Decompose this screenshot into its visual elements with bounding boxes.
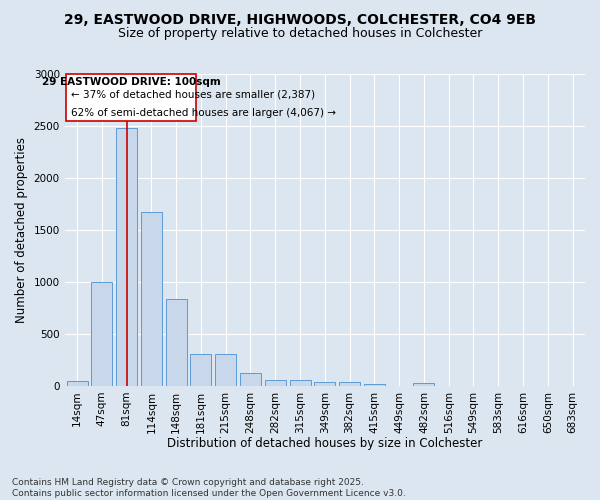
Bar bbox=[91, 282, 112, 386]
Bar bbox=[240, 374, 261, 386]
Text: Size of property relative to detached houses in Colchester: Size of property relative to detached ho… bbox=[118, 28, 482, 40]
Bar bbox=[314, 382, 335, 386]
Bar bbox=[190, 354, 211, 386]
Text: 29, EASTWOOD DRIVE, HIGHWOODS, COLCHESTER, CO4 9EB: 29, EASTWOOD DRIVE, HIGHWOODS, COLCHESTE… bbox=[64, 12, 536, 26]
Bar bbox=[141, 212, 162, 386]
Text: 62% of semi-detached houses are larger (4,067) →: 62% of semi-detached houses are larger (… bbox=[71, 108, 336, 118]
Text: Contains HM Land Registry data © Crown copyright and database right 2025.
Contai: Contains HM Land Registry data © Crown c… bbox=[12, 478, 406, 498]
Text: ← 37% of detached houses are smaller (2,387): ← 37% of detached houses are smaller (2,… bbox=[71, 90, 315, 100]
Bar bbox=[339, 382, 360, 386]
Bar bbox=[265, 380, 286, 386]
Bar bbox=[290, 380, 311, 386]
Bar bbox=[67, 380, 88, 386]
Bar bbox=[166, 298, 187, 386]
X-axis label: Distribution of detached houses by size in Colchester: Distribution of detached houses by size … bbox=[167, 437, 482, 450]
Bar bbox=[364, 384, 385, 386]
Bar bbox=[215, 354, 236, 386]
FancyBboxPatch shape bbox=[66, 74, 196, 121]
Y-axis label: Number of detached properties: Number of detached properties bbox=[15, 137, 28, 323]
Bar bbox=[116, 128, 137, 386]
Text: 29 EASTWOOD DRIVE: 100sqm: 29 EASTWOOD DRIVE: 100sqm bbox=[41, 77, 220, 87]
Bar bbox=[413, 382, 434, 386]
